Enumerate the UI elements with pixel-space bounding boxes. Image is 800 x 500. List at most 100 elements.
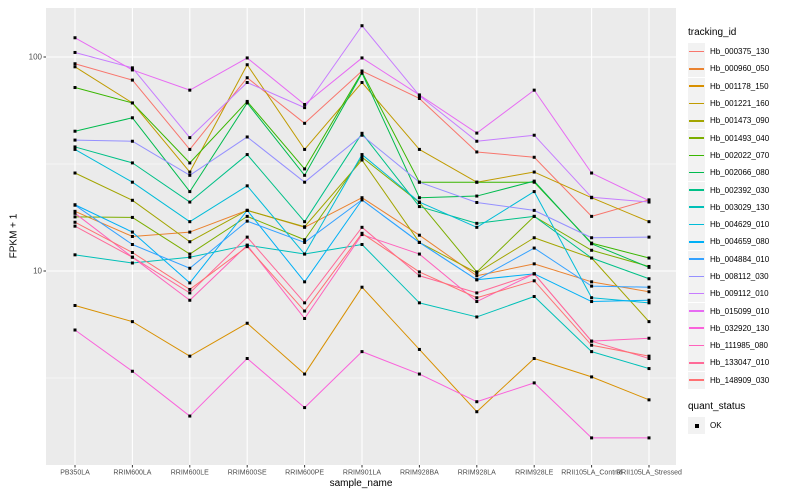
legend-line-icon	[689, 206, 704, 208]
x-tick-label: RRIM928BA	[400, 470, 439, 477]
x-tick-label: RRIM928LA	[458, 470, 496, 477]
legend-key-swatch	[688, 129, 705, 147]
legend-entry-label: Hb_003029_130	[710, 202, 770, 212]
legend-entry-label: Hb_015099_010	[710, 306, 770, 316]
square-marker-icon	[694, 423, 699, 428]
legend-line-icon	[689, 137, 704, 139]
x-tick-label: PB350LA	[60, 470, 90, 477]
legend-entry-label: Hb_111985_080	[710, 341, 768, 351]
legend-entry: Hb_001473_090	[688, 112, 800, 130]
legend-key-swatch	[688, 60, 705, 78]
legend-key-swatch	[688, 354, 705, 372]
data-points	[73, 24, 651, 440]
legend-line-icon	[689, 68, 704, 70]
x-tick-label: RRIM600LE	[171, 470, 209, 477]
legend: tracking_id Hb_000375_130 Hb_000960_050 Hb…	[688, 27, 800, 435]
legend-entry: Hb_001221_160	[688, 95, 800, 113]
x-tick-label: RRIM901LA	[343, 470, 381, 477]
x-tick-label: RRIM600LA	[113, 470, 151, 477]
legend-entry: Hb_004629_010	[688, 216, 800, 234]
legend-entry: Hb_032920_130	[688, 319, 800, 337]
legend-line-icon	[689, 102, 704, 105]
legend-line-icon	[689, 241, 704, 243]
legend-line-icon	[689, 189, 704, 191]
legend-entry-label: Hb_002392_030	[710, 185, 770, 195]
legend-line-icon	[689, 50, 704, 53]
legend-key-swatch	[688, 250, 705, 268]
legend-entry-label: Hb_133047_010	[710, 358, 770, 368]
x-axis-title: sample_name	[329, 478, 393, 489]
legend-key-swatch	[688, 371, 705, 389]
legend-key-swatch	[688, 337, 705, 355]
legend-entry-label: Hb_008112_030	[710, 272, 769, 281]
legend-line-icon	[689, 327, 704, 330]
legend-line-icon	[689, 292, 704, 295]
quant-status-block: quant_status OK	[688, 400, 800, 435]
legend-entry-label: Hb_148909_030	[710, 375, 770, 385]
legend-entry: Hb_002022_070	[688, 146, 800, 164]
legend-entry: Hb_148909_030	[688, 371, 800, 389]
legend-entry: Hb_009112_010	[688, 285, 800, 303]
legend-entry: Hb_111985_080	[688, 337, 800, 355]
legend-key-swatch	[688, 43, 705, 61]
legend-line-icon	[689, 223, 704, 226]
legend-entry: Hb_003029_130	[688, 198, 800, 216]
legend-entry-label: Hb_000375_130	[710, 47, 770, 57]
legend-entry: Hb_004659_080	[688, 233, 800, 251]
tick-labels: 10 100 PB350LA RRIM600LA RRIM600LE RRIM600SE R…	[29, 53, 682, 477]
quant-key-swatch	[688, 417, 705, 435]
legend-entry: Hb_000375_130	[688, 43, 800, 61]
x-tick-label: RRIM928LE	[515, 470, 553, 477]
legend-line-icon	[689, 275, 704, 278]
legend-entry: Hb_008112_030	[688, 268, 800, 285]
legend-entry-label: Hb_001473_090	[710, 116, 770, 126]
legend-entry: Hb_001493_040	[688, 129, 800, 147]
legend-entry-label: Hb_004659_080	[710, 237, 770, 247]
legend-entries: Hb_000375_130 Hb_000960_050 Hb_001178_150 H…	[688, 43, 800, 389]
legend-entry: Hb_133047_010	[688, 354, 800, 372]
legend-entry: Hb_001178_150	[688, 77, 800, 95]
legend-entry-label: Hb_001178_150	[710, 81, 769, 91]
legend-key-swatch	[688, 198, 705, 216]
legend-line-icon	[689, 171, 704, 174]
legend-key-swatch	[688, 285, 705, 303]
legend-line-icon	[689, 119, 704, 122]
legend-entry: Hb_002392_030	[688, 181, 800, 199]
legend-entry-label: Hb_001221_160	[710, 99, 770, 109]
x-tick-label: RRIM600PE	[285, 470, 324, 477]
x-tick-label: RRII105LA_Control	[561, 470, 622, 477]
legend-key-swatch	[688, 95, 705, 113]
legend-key-swatch	[688, 77, 705, 95]
legend-key-swatch	[688, 164, 705, 182]
legend-key-swatch	[688, 146, 705, 164]
x-tick-label: RRII105LA_Stressed	[616, 470, 682, 477]
x-tick-label: RRIM600SE	[228, 470, 267, 477]
legend-entry: Hb_015099_010	[688, 302, 800, 320]
legend-entry-label: Hb_009112_010	[710, 289, 769, 299]
legend-entry-label: Hb_001493_040	[710, 133, 770, 143]
legend-key-swatch	[688, 319, 705, 337]
y-tick-label: 100	[29, 53, 43, 62]
legend-entry: Hb_002066_080	[688, 164, 800, 182]
legend-key-swatch	[688, 302, 705, 320]
legend-entry-quant: OK	[688, 417, 800, 435]
legend-entry-label: Hb_004629_010	[710, 220, 770, 230]
legend-line-icon	[689, 379, 704, 381]
legend-entry: Hb_004884_010	[688, 250, 800, 268]
legend-entry-label: Hb_002022_070	[710, 150, 770, 160]
legend-entry-label: Hb_032920_130	[710, 323, 770, 333]
legend-entry-label: Hb_000960_050	[710, 64, 770, 74]
legend-title-quant-status: quant_status	[688, 400, 746, 412]
legend-key-swatch	[688, 216, 705, 234]
legend-line-icon	[689, 310, 704, 312]
legend-line-icon	[689, 344, 704, 347]
legend-key-swatch	[688, 268, 705, 285]
legend-entry-label: Hb_004884_010	[710, 254, 770, 264]
legend-key-swatch	[688, 233, 705, 251]
legend-key-swatch	[688, 181, 705, 199]
y-axis-title: FPKM + 1	[8, 213, 20, 259]
legend-key-swatch	[688, 112, 705, 130]
y-tick-label: 10	[33, 267, 42, 276]
